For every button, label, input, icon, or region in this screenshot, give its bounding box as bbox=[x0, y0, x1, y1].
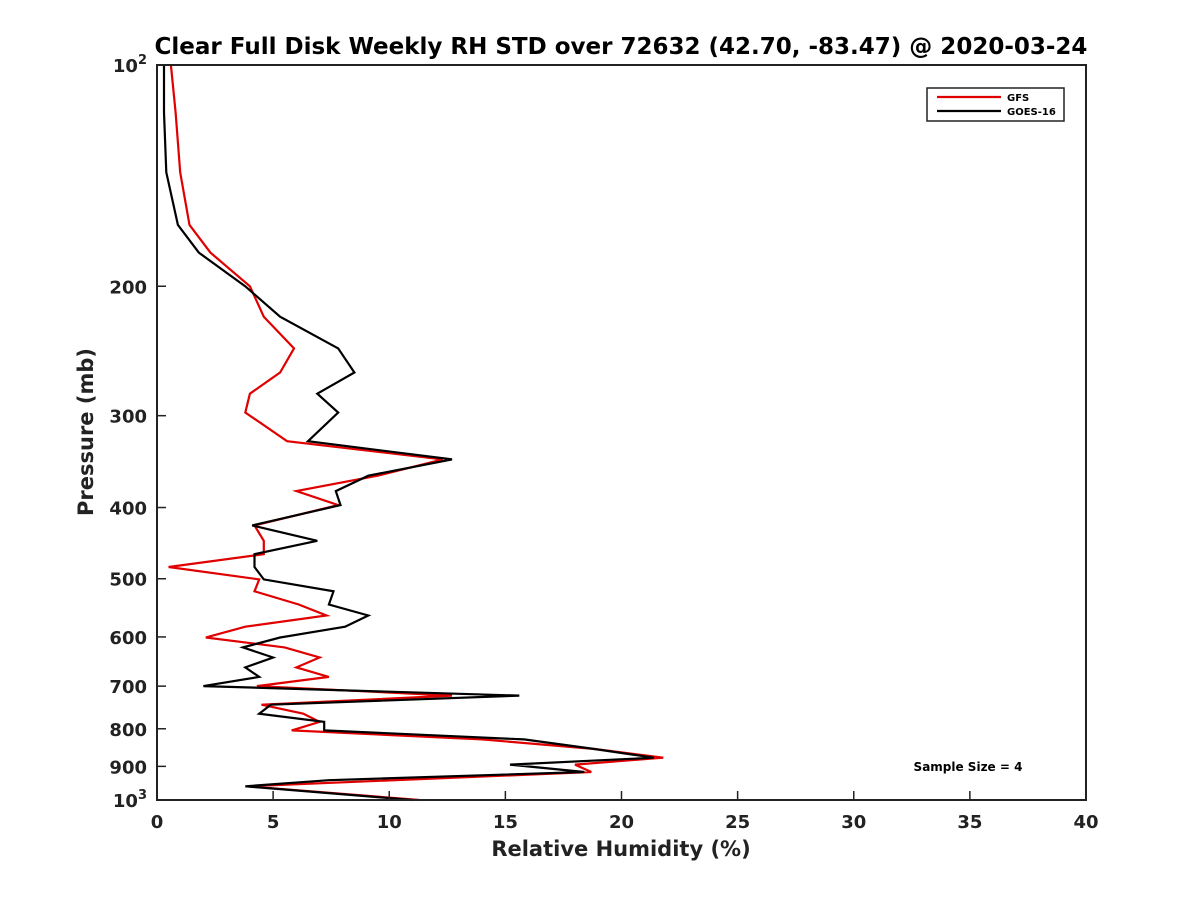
y-tick-label: 200 bbox=[109, 277, 147, 298]
x-axis: 0 5 10 15 20 25 30 35 40 bbox=[151, 791, 1099, 833]
sample-size-annotation: Sample Size = 4 bbox=[914, 760, 1023, 774]
x-axis-label: Relative Humidity (%) bbox=[491, 837, 750, 861]
x-tick-label: 0 bbox=[151, 812, 164, 833]
x-tick-label: 20 bbox=[609, 812, 634, 833]
y-tick-label: 103 bbox=[113, 788, 147, 812]
x-tick-label: 30 bbox=[841, 812, 866, 833]
x-tick-label: 5 bbox=[267, 812, 280, 833]
x-tick-label: 40 bbox=[1073, 812, 1098, 833]
x-tick-label: 15 bbox=[493, 812, 518, 833]
plot-lines bbox=[162, 64, 664, 802]
x-tick-label: 25 bbox=[725, 812, 750, 833]
y-tick-label: 400 bbox=[109, 499, 147, 520]
y-tick-label: 300 bbox=[109, 407, 147, 428]
y-tick-label: 900 bbox=[109, 757, 147, 778]
y-tick-label: 700 bbox=[109, 677, 147, 698]
y-tick-label: 500 bbox=[109, 570, 147, 591]
legend-label: GFS bbox=[1007, 93, 1029, 104]
series-line-2 bbox=[162, 65, 655, 802]
series-line-1 bbox=[168, 64, 664, 802]
x-tick-label: 10 bbox=[377, 812, 402, 833]
y-tick-label: 800 bbox=[109, 720, 147, 741]
y-tick-label: 102 bbox=[113, 53, 147, 77]
legend-box bbox=[926, 87, 1065, 122]
chart-title: Clear Full Disk Weekly RH STD over 72632… bbox=[155, 34, 1088, 60]
legend: GFS GOES-16 bbox=[926, 87, 1065, 122]
y-axis-label: Pressure (mb) bbox=[74, 348, 98, 516]
legend-label: GOES-16 bbox=[1007, 107, 1056, 118]
x-tick-label: 35 bbox=[957, 812, 982, 833]
y-tick-label: 600 bbox=[109, 628, 147, 649]
y-axis: 102 200 300 400 500 600 700 800 900 103 bbox=[109, 53, 166, 812]
